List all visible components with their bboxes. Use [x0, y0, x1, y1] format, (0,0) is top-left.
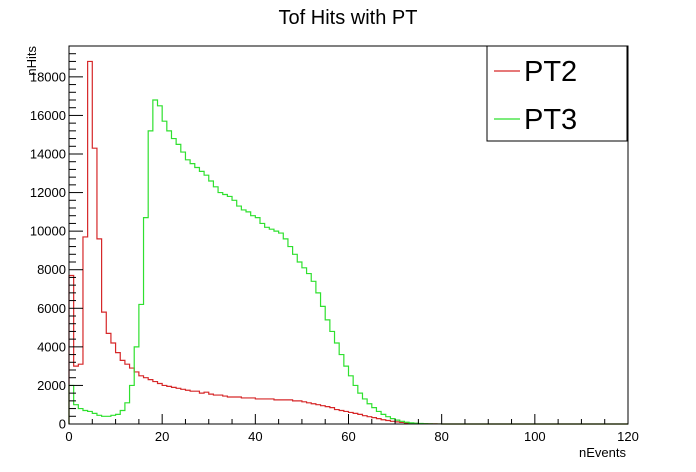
x-tick-label: 60 — [341, 429, 355, 444]
y-tick-label: 14000 — [30, 147, 66, 162]
y-tick-label: 10000 — [30, 224, 66, 239]
x-tick-label: 120 — [617, 429, 639, 444]
y-tick-label: 2000 — [37, 378, 66, 393]
y-tick-label: 12000 — [30, 185, 66, 200]
y-tick-label: 18000 — [30, 69, 66, 84]
legend-label-pt3: PT3 — [524, 104, 577, 136]
legend-label-pt2: PT2 — [524, 56, 577, 88]
x-axis-label: nEvents — [579, 445, 626, 460]
legend-box — [486, 45, 628, 142]
y-axis: 0 2000 4000 6000 8000 10000 12000 14000 16000 180… — [30, 45, 83, 432]
x-axis: 0 20 40 60 80 100 120 — [65, 414, 639, 444]
y-axis-label: nHits — [24, 46, 39, 76]
chart-title: Tof Hits with PT — [279, 7, 418, 29]
x-tick-label: 40 — [248, 429, 262, 444]
y-tick-label: 16000 — [30, 108, 66, 123]
x-tick-label: 0 — [65, 429, 72, 444]
y-tick-label: 4000 — [37, 339, 66, 354]
legend: PT2 PT3 — [486, 45, 628, 142]
x-tick-label: 100 — [524, 429, 546, 444]
x-tick-label: 20 — [155, 429, 169, 444]
x-tick-label: 80 — [434, 429, 448, 444]
y-tick-label: 6000 — [37, 301, 66, 316]
y-tick-label: 0 — [59, 417, 66, 432]
y-tick-label: 8000 — [37, 262, 66, 277]
